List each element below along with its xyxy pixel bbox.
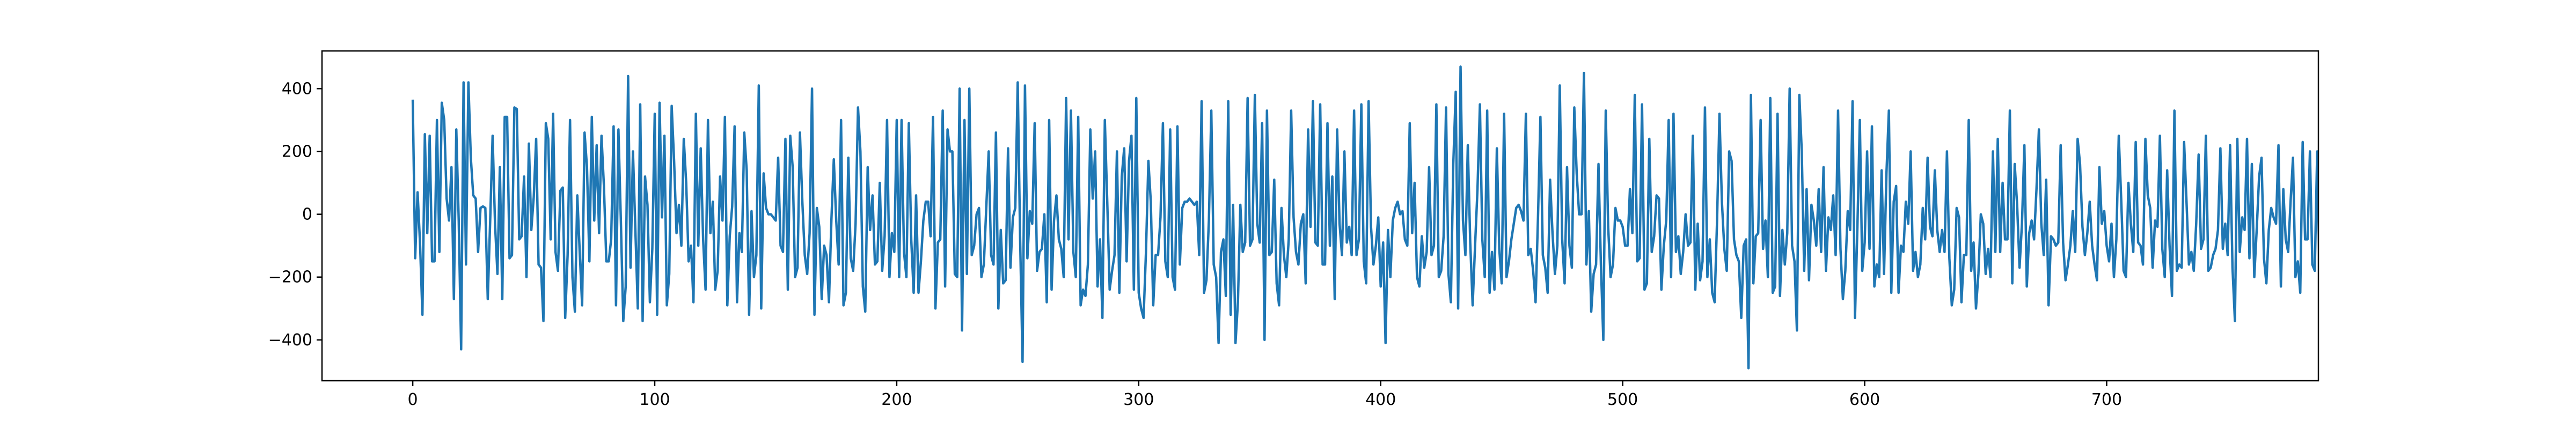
- y-tick-label: −400: [268, 331, 312, 350]
- y-tick-label: 400: [282, 79, 312, 98]
- x-tick-label: 300: [1123, 390, 1154, 409]
- x-tick-label: 0: [408, 390, 418, 409]
- x-tick-label: 100: [639, 390, 670, 409]
- x-tick-label: 400: [1365, 390, 1396, 409]
- x-tick-label: 600: [1849, 390, 1880, 409]
- x-tick-label: 700: [2091, 390, 2122, 409]
- y-tick-label: 200: [282, 142, 312, 161]
- y-tick-label: −200: [268, 268, 312, 287]
- y-tick-label: 0: [302, 205, 312, 224]
- x-tick-label: 500: [1607, 390, 1638, 409]
- x-tick-label: 200: [881, 390, 912, 409]
